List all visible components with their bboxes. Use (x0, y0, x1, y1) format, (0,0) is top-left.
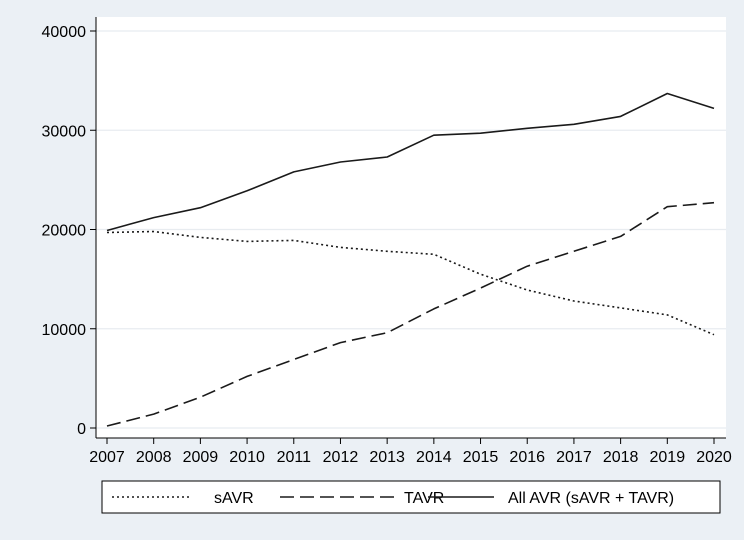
x-tick-label: 2017 (556, 449, 592, 466)
x-tick-label: 2012 (323, 449, 359, 466)
y-tick-label: 0 (77, 421, 86, 438)
x-tick-label: 2009 (183, 449, 219, 466)
series-line-solid (106, 92, 715, 232)
x-tick-label: 2018 (603, 449, 639, 466)
legend-label: TAVR (404, 490, 444, 507)
legend-label: sAVR (214, 490, 254, 507)
series-lines (106, 92, 715, 427)
x-tick-label: 2010 (229, 449, 265, 466)
x-tick-label: 2008 (136, 449, 172, 466)
y-tick-label: 10000 (42, 322, 87, 339)
legend-box (101, 480, 721, 514)
gridlines (96, 30, 726, 429)
series-line-dashed (106, 201, 715, 427)
y-tick-label: 30000 (42, 123, 87, 140)
x-tick-label: 2020 (696, 449, 732, 466)
x-tick-label: 2015 (463, 449, 499, 466)
series-line-dotted (106, 230, 715, 336)
x-tick-label: 2007 (89, 449, 125, 466)
legend-label: All AVR (sAVR + TAVR) (508, 490, 674, 507)
plot-area (96, 17, 726, 438)
x-tick-label: 2019 (650, 449, 686, 466)
x-tick-label: 2016 (509, 449, 545, 466)
y-tick-label: 20000 (42, 223, 87, 240)
y-tick-label: 40000 (42, 24, 87, 41)
x-tick-label: 2013 (369, 449, 405, 466)
legend: sAVR TAVR All AVR (sAVR + TAVR) (101, 480, 721, 514)
x-tick-label: 2014 (416, 449, 452, 466)
axes: 0 10000 20000 30000 40000 2007 2008 2009 2010 201… (42, 17, 732, 466)
x-tick-label: 2011 (277, 449, 312, 466)
